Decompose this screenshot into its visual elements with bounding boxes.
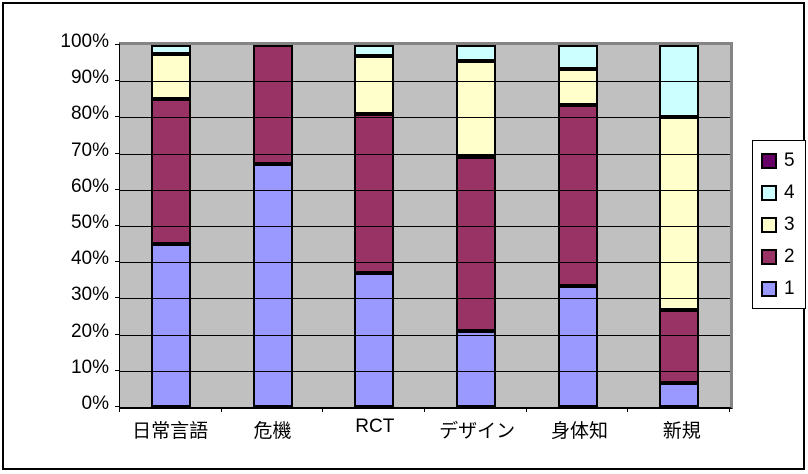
- bar-segment-series-3: [659, 117, 700, 311]
- legend-swatch-icon: [761, 280, 777, 297]
- category-label: 新規: [662, 421, 701, 442]
- bar-segment-series-3: [150, 54, 191, 100]
- bar-segment-series-1: [557, 286, 598, 407]
- x-axis-tick: [220, 407, 222, 412]
- bar-segment-series-4: [150, 45, 191, 55]
- y-tick-label: 80%: [70, 103, 109, 125]
- y-tick-label: 20%: [70, 320, 109, 342]
- stacked-bar: [354, 45, 395, 407]
- bar-segment-series-2: [354, 113, 395, 274]
- gridline-50: [120, 226, 730, 227]
- y-axis-tick: [115, 152, 120, 154]
- bar-slot-5: [527, 45, 629, 407]
- bar-segment-series-4: [557, 45, 598, 70]
- y-tick-label: 50%: [70, 212, 109, 233]
- legend-label: 4: [784, 182, 795, 203]
- bar-segment-series-4: [354, 45, 395, 56]
- stacked-bar: [455, 45, 496, 407]
- y-axis-labels: 0% 10% 20% 30% 40% 50% 60% 70% 80% 90% 100%: [4, 31, 109, 414]
- gridline-60: [120, 189, 730, 191]
- y-axis-tick: [115, 116, 120, 118]
- legend-swatch-icon: [761, 184, 777, 201]
- stacked-bar: [557, 45, 598, 407]
- gridline-20: [120, 334, 730, 336]
- legend-item-3: 3: [761, 215, 797, 234]
- x-axis-tick: [525, 407, 527, 412]
- x-axis-tick: [424, 407, 425, 412]
- legend-label: 5: [784, 150, 795, 171]
- category-label: 日常言語: [132, 421, 209, 442]
- y-axis-tick: [115, 369, 120, 371]
- category-label: RCT: [355, 416, 395, 437]
- y-axis-tick: [115, 80, 120, 82]
- bar-segment-series-4: [455, 45, 496, 62]
- y-axis-tick: [115, 297, 120, 299]
- stacked-bar: [150, 45, 191, 407]
- bar-segment-series-3: [354, 55, 395, 114]
- category-label: 危機: [253, 421, 292, 442]
- bar-segment-series-3: [557, 69, 598, 106]
- y-axis-tick: [115, 406, 120, 407]
- gridline-40: [120, 262, 730, 264]
- plot-area: [115, 42, 733, 412]
- category-label: デザイン: [439, 421, 516, 442]
- bar-segment-series-1: [659, 382, 700, 407]
- legend-swatch-icon: [761, 248, 777, 265]
- legend-item-4: 4: [761, 183, 797, 202]
- legend: 5 4 3 2 1: [752, 140, 806, 309]
- y-axis-tick: [115, 261, 120, 263]
- legend-item-1: 1: [761, 279, 797, 298]
- legend-swatch-icon: [761, 152, 777, 169]
- legend-label: 2: [784, 246, 795, 267]
- category-label: 身体知: [550, 421, 608, 442]
- x-axis-labels: 日常言語 危機 RCT デザイン 身体知 新規: [119, 416, 733, 443]
- bar-slot-2: [222, 45, 324, 407]
- bar-segment-series-2: [252, 45, 293, 165]
- y-axis-tick: [115, 225, 120, 226]
- y-tick-label: 0%: [81, 393, 109, 414]
- gridline-90: [120, 81, 730, 83]
- y-axis-tick: [115, 333, 120, 335]
- legend-item-2: 2: [761, 247, 797, 266]
- bar-slot-1: [120, 45, 222, 407]
- x-axis-tick: [322, 407, 324, 412]
- x-axis-tick: [729, 407, 730, 412]
- legend-label: 3: [784, 214, 795, 235]
- y-axis-tick: [115, 44, 120, 45]
- y-axis-tick: [115, 188, 120, 190]
- stacked-bar: [252, 45, 293, 407]
- bar-slot-6: [628, 45, 730, 407]
- gridline-70: [120, 153, 730, 155]
- y-tick-label: 30%: [70, 284, 109, 306]
- x-axis-tick: [627, 407, 629, 412]
- stacked-bar: [659, 45, 700, 407]
- bar-segment-series-1: [252, 164, 293, 407]
- bars-container: [120, 45, 730, 407]
- y-tick-label: 10%: [70, 356, 109, 378]
- legend-swatch-icon: [761, 216, 777, 233]
- gridline-10: [120, 370, 730, 372]
- bar-segment-series-1: [455, 330, 496, 407]
- y-tick-label: 60%: [70, 175, 109, 197]
- bar-segment-series-2: [455, 157, 496, 331]
- gridline-80: [120, 117, 730, 119]
- bar-segment-series-2: [659, 310, 700, 383]
- x-axis-tick: [119, 407, 120, 412]
- y-tick-label: 40%: [70, 248, 109, 270]
- gridline-30: [120, 298, 730, 300]
- bar-slot-3: [323, 45, 425, 407]
- bar-segment-series-1: [354, 273, 395, 407]
- legend-label: 1: [784, 278, 795, 299]
- bar-segment-series-2: [150, 99, 191, 245]
- bar-segment-series-2: [557, 105, 598, 287]
- bar-slot-4: [425, 45, 527, 407]
- y-tick-label: 100%: [60, 31, 109, 52]
- legend-item-5: 5: [761, 151, 797, 170]
- y-tick-label: 90%: [70, 67, 109, 89]
- bar-segment-series-3: [455, 61, 496, 158]
- bar-segment-series-1: [150, 244, 191, 407]
- y-tick-label: 70%: [70, 139, 109, 161]
